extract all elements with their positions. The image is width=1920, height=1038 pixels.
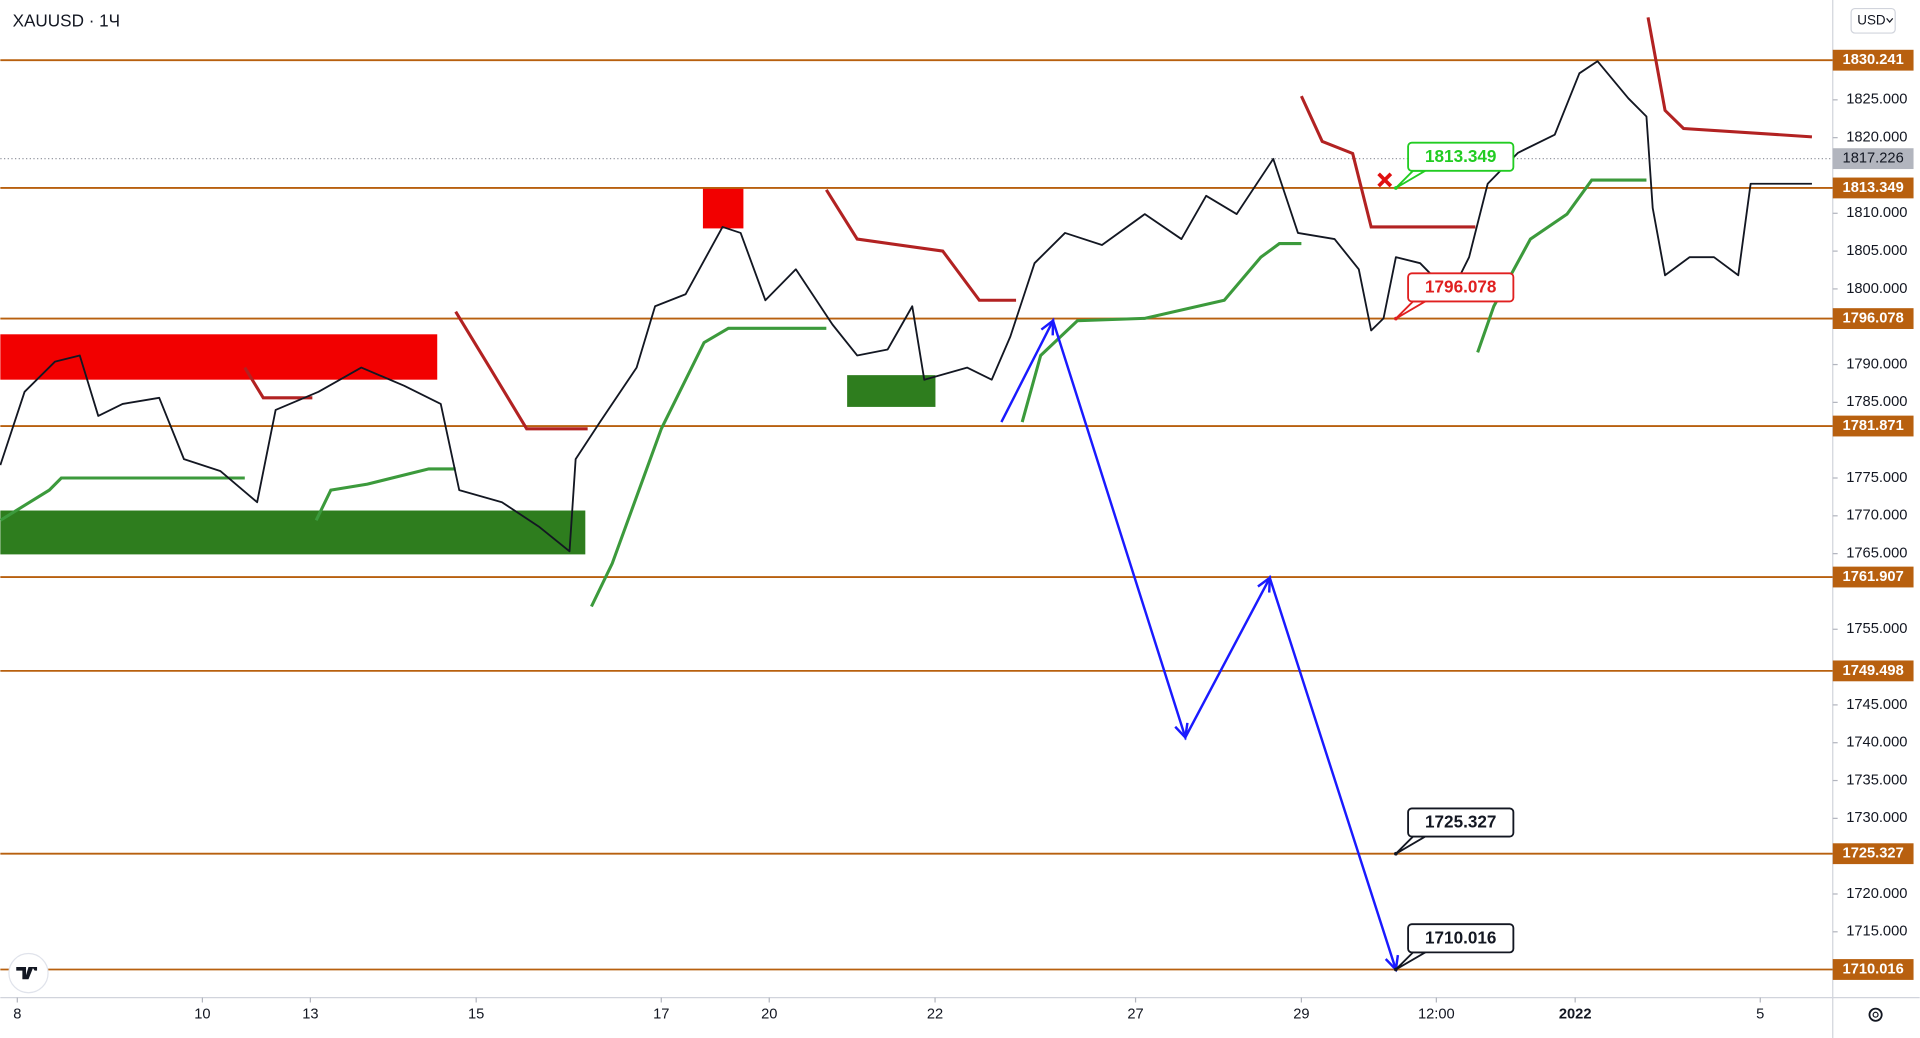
- y-tick-label: 1810.000: [1846, 205, 1907, 221]
- trend-line: [454, 310, 588, 431]
- x-tick-label: 5: [1756, 1007, 1764, 1023]
- y-tick-label: 1820.000: [1846, 130, 1907, 146]
- x-tick-label: 29: [1293, 1007, 1309, 1023]
- zone: [847, 375, 936, 407]
- symbol-title: XAUUSD · 1Ч: [13, 11, 121, 31]
- currency-label[interactable]: USD: [1857, 12, 1886, 27]
- projection-arrowhead: [1040, 318, 1055, 336]
- annotation-label: 1813.349: [1425, 146, 1496, 166]
- x-tick-label: 27: [1127, 1007, 1143, 1023]
- x-tick-label: 12:00: [1418, 1007, 1455, 1023]
- annotation-label: 1796.078: [1425, 277, 1496, 297]
- currency-chevron[interactable]: [1886, 17, 1894, 23]
- level-label: 1761.907: [1843, 569, 1904, 585]
- levels: [0, 59, 1833, 971]
- level-label-box: [1832, 843, 1914, 865]
- level-label: 1796.078: [1843, 310, 1904, 326]
- y-tick-label: 1720.000: [1846, 886, 1907, 902]
- level-label: 1710.016: [1843, 961, 1904, 977]
- annotation-box: [1407, 272, 1515, 303]
- y-tick-label: 1775.000: [1846, 470, 1907, 486]
- trend-line: [1476, 178, 1647, 353]
- x-tick-label: 20: [761, 1007, 777, 1023]
- level-label: 1749.498: [1843, 663, 1904, 679]
- projection-arrowhead: [1257, 575, 1272, 593]
- x-tick-label: 17: [653, 1007, 669, 1023]
- level-label-box: [1832, 308, 1914, 329]
- series: 1813.349 1796.078 1725.327 1710.016: [0, 17, 1813, 973]
- y-tick-label: 1745.000: [1846, 697, 1907, 713]
- annotation-anchor: [1394, 967, 1398, 972]
- x-tick-label: 15: [468, 1007, 484, 1023]
- annotation-label: 1725.327: [1425, 812, 1496, 832]
- axes: 1715.000 1720.000 1730.000 1735.000 1740.000…: [13, 49, 1914, 1023]
- x-tick-label: 22: [927, 1007, 943, 1023]
- level-label-box: [1832, 415, 1914, 437]
- settings-gear[interactable]: [1868, 1007, 1883, 1022]
- annotation-box: [1407, 923, 1515, 954]
- projection-arrowhead: [1174, 722, 1189, 741]
- y-tick-label: 1735.000: [1846, 772, 1907, 788]
- level-label-box: [1832, 959, 1914, 980]
- x-tick-label: 10: [194, 1007, 210, 1023]
- y-tick-label: 1715.000: [1846, 924, 1907, 940]
- annotation-box: [1407, 141, 1515, 172]
- trend-line: [314, 467, 456, 522]
- currency-button-box[interactable]: [1850, 7, 1896, 34]
- y-tick-label: 1755.000: [1846, 621, 1907, 637]
- y-tick-label: 1790.000: [1846, 356, 1907, 372]
- y-tick-label: 1730.000: [1846, 810, 1907, 826]
- level-label-box: [1832, 660, 1914, 682]
- y-tick-label: 1805.000: [1846, 243, 1907, 259]
- price-line: [0, 60, 1812, 553]
- last-price-box: [1832, 148, 1914, 170]
- level-label-box: [1832, 566, 1914, 588]
- trend-line: [0, 476, 245, 522]
- level-label: 1781.871: [1843, 418, 1904, 434]
- currency-button[interactable]: USD: [1850, 7, 1896, 34]
- y-tick-label: 1765.000: [1846, 546, 1907, 562]
- trend-line: [825, 189, 1017, 302]
- level-label: 1830.241: [1843, 52, 1904, 68]
- y-tick-label: 1800.000: [1846, 281, 1907, 297]
- y-tick-label: 1785.000: [1846, 394, 1907, 410]
- cross-icon: [1377, 172, 1393, 188]
- y-tick-label: 1825.000: [1846, 92, 1907, 108]
- x-tick-label: 13: [302, 1007, 318, 1023]
- logo-mark[interactable]: [16, 967, 38, 980]
- level-label-box: [1832, 49, 1914, 71]
- trend-line: [1020, 242, 1302, 423]
- gear-center[interactable]: [1872, 1011, 1879, 1018]
- trend-line: [1646, 17, 1813, 139]
- cross-marker: [1377, 172, 1393, 188]
- level-label: 1813.349: [1843, 180, 1904, 196]
- level-label: 1725.327: [1843, 846, 1904, 862]
- trend-line: [243, 366, 313, 400]
- annotation-anchor: [1394, 186, 1398, 190]
- zone: [0, 510, 586, 555]
- y-tick-label: 1740.000: [1846, 735, 1907, 751]
- trend-line: [590, 326, 827, 608]
- trend-line: [1299, 95, 1476, 229]
- x-tick-label: 8: [13, 1007, 21, 1023]
- annotation-anchor: [1394, 316, 1398, 321]
- x-tick-label: 2022: [1559, 1007, 1592, 1023]
- annotation-label: 1710.016: [1425, 927, 1496, 947]
- tradingview-logo[interactable]: [8, 952, 49, 994]
- gear-ring[interactable]: [1868, 1007, 1883, 1022]
- last-price-label: 1817.226: [1843, 151, 1904, 167]
- zone: [702, 187, 744, 229]
- annotation-box: [1407, 807, 1515, 838]
- y-tick-label: 1770.000: [1846, 508, 1907, 524]
- level-label-box: [1832, 177, 1914, 199]
- annotation-anchor: [1394, 851, 1398, 856]
